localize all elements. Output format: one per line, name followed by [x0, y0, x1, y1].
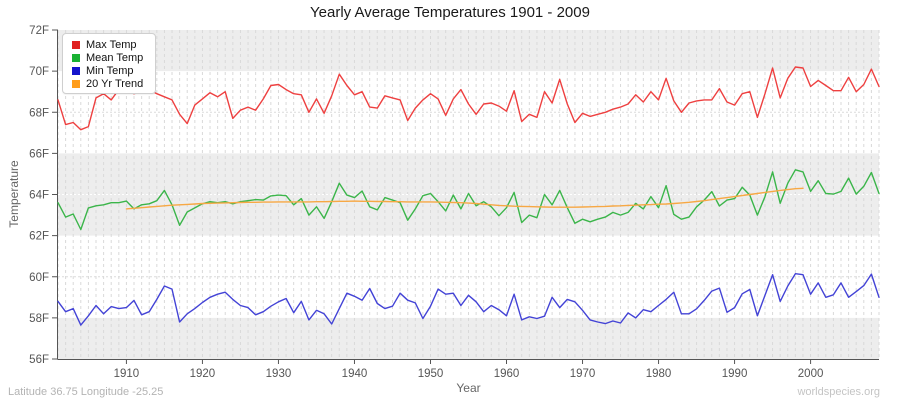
svg-text:72F: 72F	[29, 25, 49, 37]
svg-text:1970: 1970	[570, 368, 596, 380]
legend: Max Temp Mean Temp Min Temp 20 Yr Trend	[62, 33, 156, 94]
svg-text:1920: 1920	[190, 368, 216, 380]
svg-text:58F: 58F	[29, 313, 49, 325]
svg-text:56F: 56F	[29, 354, 49, 366]
legend-item-20yr-trend: 20 Yr Trend	[63, 77, 155, 90]
svg-text:1950: 1950	[418, 368, 444, 380]
svg-text:64F: 64F	[29, 190, 49, 202]
series-mean-temp	[57, 169, 880, 231]
y-axis-ticks: 72F 70F 68F 66F 64F 62F 60F 58F 56F	[29, 25, 58, 366]
legend-label: 20 Yr Trend	[86, 77, 144, 90]
latitude-longitude-label: Latitude 36.75 Longitude -25.25	[8, 386, 164, 398]
svg-text:1910: 1910	[114, 368, 140, 380]
y-axis-title: Temperature	[7, 160, 21, 228]
legend-label: Mean Temp	[86, 51, 144, 64]
svg-text:1930: 1930	[266, 368, 292, 380]
legend-label: Max Temp	[86, 38, 137, 51]
legend-label: Min Temp	[86, 64, 134, 77]
x-axis-title: Year	[456, 381, 481, 395]
svg-text:1980: 1980	[646, 368, 672, 380]
legend-item-max-temp: Max Temp	[63, 38, 155, 51]
legend-item-min-temp: Min Temp	[63, 64, 155, 77]
x-axis-ticks: 1910 1920 1930 1940 1950 1960 1970 1980 1990 2000	[114, 359, 824, 380]
watermark: worldspecies.org	[797, 386, 880, 398]
svg-text:66F: 66F	[29, 148, 49, 160]
min-temp-swatch-icon	[72, 66, 80, 75]
mean-temp-swatch-icon	[72, 53, 80, 62]
svg-text:62F: 62F	[29, 231, 49, 243]
series-20-yr-trend	[125, 187, 804, 210]
trend-swatch-icon	[72, 79, 80, 88]
legend-item-mean-temp: Mean Temp	[63, 51, 155, 64]
svg-text:1990: 1990	[722, 368, 748, 380]
grid-horizontal	[58, 111, 879, 278]
svg-text:2000: 2000	[798, 368, 824, 380]
svg-text:1960: 1960	[494, 368, 520, 380]
chart-title: Yearly Average Temperatures 1901 - 2009	[310, 4, 590, 21]
svg-text:60F: 60F	[29, 272, 49, 284]
svg-text:70F: 70F	[29, 66, 49, 78]
series-max-temp	[57, 66, 880, 131]
svg-text:68F: 68F	[29, 107, 49, 119]
svg-text:1940: 1940	[342, 368, 368, 380]
max-temp-swatch-icon	[72, 40, 80, 49]
series-min-temp	[57, 273, 880, 326]
